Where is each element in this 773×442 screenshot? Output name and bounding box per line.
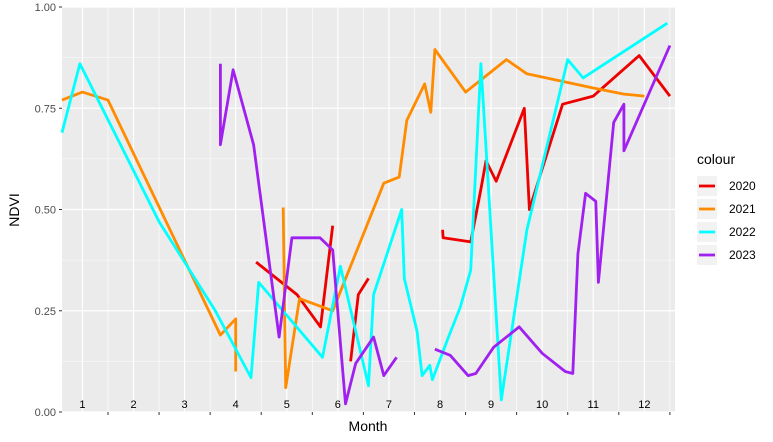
series-line-2020 bbox=[349, 277, 370, 362]
legend-title: colour bbox=[697, 151, 735, 167]
month-label: 4 bbox=[233, 399, 239, 411]
y-tick-label: 0.00 bbox=[35, 407, 56, 419]
series-line-2022 bbox=[60, 22, 669, 402]
y-tick-label: 0.25 bbox=[35, 306, 56, 318]
legend-label-2021: 2021 bbox=[729, 202, 756, 216]
month-label: 9 bbox=[488, 399, 494, 411]
month-label: 3 bbox=[182, 399, 188, 411]
month-label: 2 bbox=[130, 399, 136, 411]
series-line-2021 bbox=[281, 48, 645, 390]
series-line-2023 bbox=[434, 44, 672, 378]
x-axis bbox=[107, 412, 671, 415]
month-label: 11 bbox=[588, 399, 599, 411]
series-line-2021 bbox=[61, 90, 238, 372]
month-label: 5 bbox=[284, 399, 290, 411]
legend-label-2023: 2023 bbox=[729, 248, 756, 262]
y-axis-title: NDVI bbox=[6, 193, 22, 226]
y-axis: 0.00 0.25 0.50 0.75 1.00 bbox=[35, 2, 62, 419]
y-tick-label: 0.75 bbox=[35, 103, 56, 115]
x-axis-title: Month bbox=[349, 418, 388, 434]
y-tick-label: 1.00 bbox=[35, 2, 56, 14]
month-label: 1 bbox=[79, 399, 85, 411]
series-lines bbox=[60, 22, 672, 406]
month-label: 6 bbox=[335, 399, 341, 411]
major-gridlines bbox=[62, 6, 675, 413]
legend-label-2020: 2020 bbox=[729, 179, 756, 193]
month-label: 7 bbox=[386, 399, 392, 411]
month-label: 12 bbox=[638, 399, 650, 411]
y-tick-label: 0.50 bbox=[35, 205, 56, 217]
series-line-2023 bbox=[218, 63, 398, 406]
legend: colour 2020 2021 2022 2023 bbox=[697, 151, 756, 265]
month-label: 10 bbox=[536, 399, 548, 411]
month-labels: 1 2 3 4 5 6 7 8 9 10 11 12 bbox=[79, 399, 650, 411]
series-line-2020 bbox=[255, 225, 335, 329]
month-label: 8 bbox=[437, 399, 443, 411]
legend-label-2022: 2022 bbox=[729, 225, 756, 239]
